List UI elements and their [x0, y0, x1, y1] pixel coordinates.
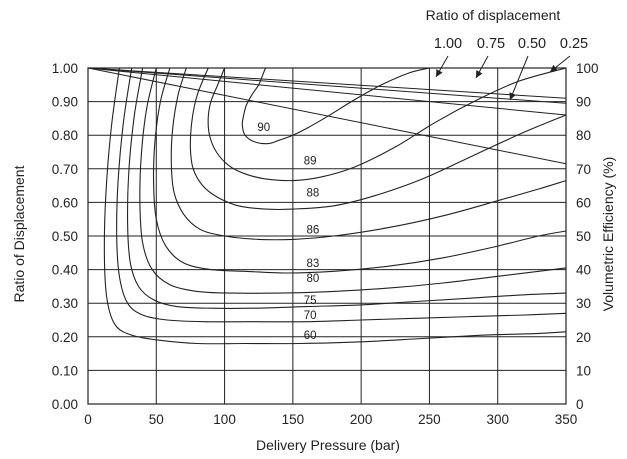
y2-tick-label: 30 [576, 296, 591, 311]
y2-tick-label: 90 [576, 95, 591, 110]
x-tick-label: 50 [149, 412, 164, 427]
y-tick-label: 0.80 [52, 128, 78, 143]
y2-tick-label: 0 [576, 397, 584, 412]
y-tick-label: 0.60 [52, 195, 78, 210]
legend-arrowhead-1 [476, 70, 483, 78]
contour-label-83: 83 [307, 258, 320, 270]
contour-label-88: 88 [307, 187, 320, 199]
y2-tick-label: 70 [576, 162, 591, 177]
efficiency-line-1-00 [87, 67, 567, 99]
y-tick-label: 0.10 [52, 363, 78, 378]
y-tick-label: 0.70 [52, 162, 78, 177]
contour-label-86: 86 [307, 224, 320, 236]
y-tick-labels: 0.00 0.10 0.20 0.30 0.40 0.50 0.60 0.70 0.80 0.90… [52, 61, 78, 412]
legend-entry-0-25: 0.25 [560, 36, 588, 52]
y-tick-label: 0.90 [52, 95, 78, 110]
x-tick-label: 200 [350, 412, 373, 427]
x-tick-label: 0 [84, 412, 92, 427]
y-axis-title: Ratio of Displacement [11, 165, 27, 302]
contour-label-80: 80 [307, 273, 320, 285]
y2-tick-label: 100 [576, 61, 599, 76]
x-axis-title: Delivery Pressure (bar) [256, 437, 400, 453]
efficiency-lines [87, 67, 567, 165]
x-tick-label: 300 [486, 412, 509, 427]
efficiency-contours [103, 67, 567, 345]
legend-entry-0-75: 0.75 [477, 36, 505, 52]
contour-label-70: 70 [304, 310, 317, 322]
legend-arrowhead-0 [436, 69, 443, 77]
legend: Ratio of displacement 1.00 0.75 0.50 0.2… [426, 7, 588, 101]
grid [87, 67, 567, 405]
contour-label-90: 90 [257, 122, 270, 134]
contour-labels: 90 89 88 86 83 80 75 70 60 [257, 122, 319, 342]
x-tick-labels: 0 50 100 150 200 250 300 350 [84, 412, 577, 427]
y2-tick-labels: 0 10 20 30 40 50 60 70 80 90 100 [576, 61, 599, 412]
y-tick-label: 0.40 [52, 263, 78, 278]
x-tick-label: 250 [418, 412, 441, 427]
x-tick-label: 350 [555, 412, 578, 427]
plot-frame [87, 67, 567, 405]
contour-label-75: 75 [304, 295, 317, 307]
y2-tick-label: 50 [576, 229, 591, 244]
y-tick-label: 0.00 [52, 397, 78, 412]
contour-80 [139, 67, 567, 294]
contour-60 [103, 67, 567, 345]
contour-label-89: 89 [304, 155, 317, 167]
contour-70 [116, 67, 567, 323]
y2-tick-label: 40 [576, 263, 591, 278]
y-tick-label: 1.00 [52, 61, 78, 76]
legend-entry-1-00: 1.00 [434, 36, 462, 52]
y2-tick-label: 60 [576, 195, 591, 210]
legend-entry-0-50: 0.50 [518, 36, 546, 52]
y2-tick-label: 20 [576, 330, 591, 345]
contour-90 [241, 67, 430, 145]
legend-arrow-2 [509, 55, 529, 101]
contour-75 [127, 67, 567, 309]
contour-88 [189, 67, 567, 211]
y2-tick-label: 10 [576, 363, 591, 378]
x-tick-label: 150 [282, 412, 305, 427]
contour-86 [170, 67, 567, 241]
y-tick-label: 0.30 [52, 296, 78, 311]
legend-arrowhead-2 [509, 92, 516, 100]
y2-tick-label: 80 [576, 128, 591, 143]
contour-83 [152, 67, 567, 274]
y-tick-label: 0.20 [52, 330, 78, 345]
legend-arrowhead-3 [550, 64, 558, 72]
legend-arrows [435, 55, 571, 101]
legend-title: Ratio of displacement [426, 7, 561, 23]
contour-label-60: 60 [304, 330, 317, 342]
y-tick-label: 0.50 [52, 229, 78, 244]
y2-axis-title: Volumetric Efficiency (%) [600, 157, 616, 312]
contour-89 [207, 67, 567, 182]
efficiency-line-0-25 [87, 67, 567, 165]
x-tick-label: 100 [213, 412, 236, 427]
efficiency-line-0-75 [87, 67, 567, 104]
